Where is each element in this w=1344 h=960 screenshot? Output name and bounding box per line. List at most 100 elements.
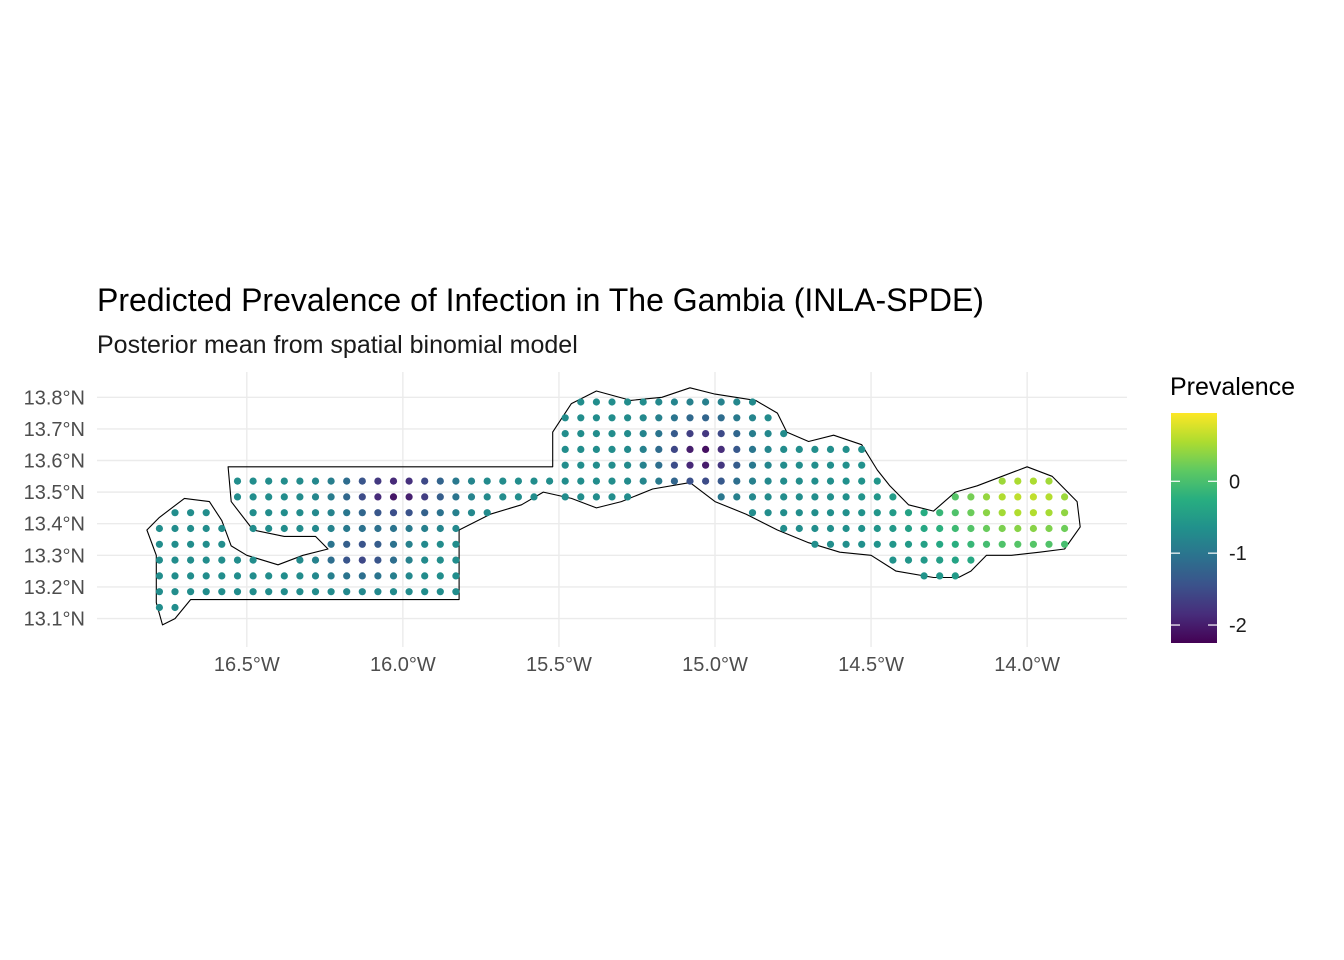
prediction-point: [405, 509, 413, 517]
prediction-point: [171, 572, 179, 580]
prediction-point: [702, 398, 710, 406]
prediction-point: [155, 588, 163, 596]
x-tick-label: 14.5°W: [838, 654, 904, 676]
prediction-point: [592, 493, 601, 501]
prediction-point: [826, 493, 835, 501]
prediction-point: [483, 477, 491, 485]
prediction-point: [389, 540, 398, 548]
prediction-point: [358, 509, 366, 517]
prediction-point: [436, 524, 444, 533]
prediction-point: [218, 572, 226, 580]
prediction-point: [311, 556, 320, 564]
prediction-point: [998, 540, 1006, 548]
prediction-point: [811, 461, 819, 469]
prediction-point: [670, 445, 679, 453]
prediction-point: [998, 524, 1006, 533]
prediction-point: [374, 540, 382, 548]
prediction-point: [561, 414, 569, 422]
prediction-point: [608, 461, 616, 469]
prediction-point: [202, 572, 210, 580]
prediction-point: [187, 588, 195, 596]
prediction-point: [452, 556, 460, 564]
prediction-point: [421, 524, 429, 533]
prediction-point: [358, 540, 366, 548]
prediction-point: [655, 398, 663, 406]
prediction-point: [296, 477, 304, 485]
prediction-point: [764, 414, 772, 422]
legend-colorbar: [1171, 413, 1217, 643]
prediction-point: [780, 477, 788, 485]
prediction-point: [311, 493, 320, 501]
prediction-point: [717, 493, 725, 501]
prediction-point: [452, 524, 460, 533]
prediction-point: [436, 572, 444, 580]
prediction-point: [1045, 493, 1053, 501]
prediction-point: [577, 430, 585, 438]
prediction-point: [374, 556, 382, 564]
prediction-point: [858, 509, 866, 517]
prediction-point: [873, 509, 881, 517]
prediction-point: [577, 414, 585, 422]
prediction-point: [920, 524, 928, 533]
prediction-point: [670, 414, 679, 422]
prediction-point: [171, 540, 179, 548]
prediction-point: [389, 556, 398, 564]
prediction-point: [811, 493, 819, 501]
prediction-point: [577, 445, 585, 453]
prediction-point: [187, 540, 195, 548]
prediction-point: [343, 524, 351, 533]
prediction-point: [452, 509, 460, 517]
prediction-point: [249, 509, 257, 517]
prediction-point: [858, 477, 866, 485]
prediction-point: [717, 477, 725, 485]
prediction-point: [577, 398, 585, 406]
prediction-point: [764, 509, 772, 517]
prediction-point: [343, 493, 351, 501]
prediction-point: [1014, 477, 1022, 485]
prediction-point: [155, 540, 163, 548]
prediction-point: [1014, 509, 1022, 517]
prediction-point: [530, 493, 538, 501]
prediction-point: [1061, 509, 1069, 517]
prediction-point: [514, 493, 523, 501]
prediction-point: [733, 461, 741, 469]
prediction-point: [561, 493, 569, 501]
prediction-point: [374, 477, 382, 485]
prediction-point: [967, 540, 975, 548]
prediction-point: [311, 572, 320, 580]
prediction-point: [748, 398, 757, 406]
prediction-point: [311, 477, 320, 485]
prediction-point: [374, 493, 382, 501]
prediction-point: [265, 509, 273, 517]
prediction-point: [717, 398, 725, 406]
prediction-point: [187, 556, 195, 564]
prediction-point: [1045, 524, 1053, 533]
prediction-point: [389, 493, 398, 501]
prediction-point: [280, 509, 288, 517]
legend-tick-label: 0: [1229, 471, 1240, 493]
prediction-point: [780, 445, 788, 453]
prediction-point: [780, 524, 788, 533]
y-tick-label: 13.6°N: [24, 451, 85, 473]
prediction-point: [1061, 493, 1069, 501]
prediction-point: [436, 493, 444, 501]
legend-title: Prevalence: [1170, 373, 1295, 401]
prediction-point: [998, 477, 1006, 485]
prediction-point: [686, 414, 694, 422]
prediction-point: [592, 414, 601, 422]
prediction-point: [467, 477, 476, 485]
prediction-point: [467, 509, 476, 517]
prediction-point: [514, 477, 523, 485]
prediction-point: [920, 540, 928, 548]
prediction-point: [374, 572, 382, 580]
prediction-point: [561, 430, 569, 438]
prediction-point: [233, 493, 242, 501]
prediction-point: [592, 430, 601, 438]
prediction-point: [670, 461, 679, 469]
prediction-point: [655, 477, 663, 485]
prediction-point: [951, 540, 959, 548]
prediction-point: [826, 461, 835, 469]
prediction-point: [265, 493, 273, 501]
prediction-point: [592, 461, 601, 469]
prediction-point: [577, 493, 585, 501]
